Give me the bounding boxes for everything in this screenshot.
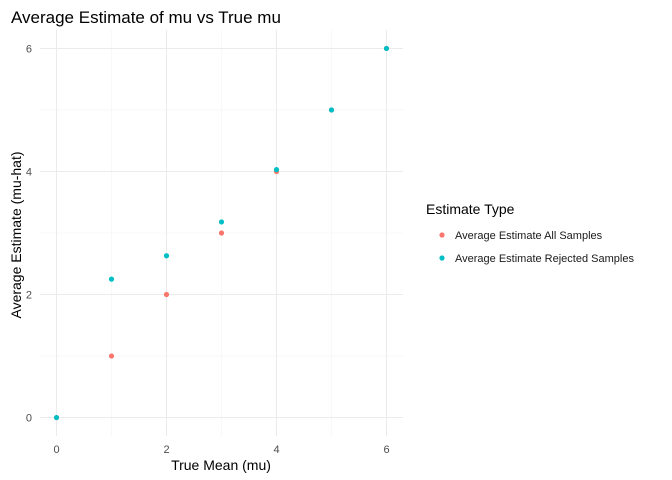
data-point-series-1 [163,291,170,298]
y-axis-title: Average Estimate (mu-hat) [8,151,24,318]
x-axis-title: True Mean (mu) [171,457,271,473]
x-tick-labels: 0 2 4 6 [53,444,389,456]
y-tick-labels: 0 2 4 6 [26,43,32,424]
legend: Estimate Type Average Estimate All Sampl… [426,201,634,265]
data-point-series-2 [53,414,60,421]
legend-label-series-1: Average Estimate All Samples [455,230,603,242]
data-point-series-2 [328,107,335,113]
data-point-series-2 [108,276,115,282]
x-tick-label: 6 [383,444,389,456]
y-tick-label: 6 [26,43,32,55]
legend-key-series-1 [439,232,445,238]
data-point-series-2 [273,167,280,173]
data-point-series-2 [383,45,390,52]
x-tick-label: 0 [53,444,59,456]
legend-title: Estimate Type [426,201,515,217]
legend-items: Average Estimate All Samples Average Esti… [439,230,634,265]
y-tick-label: 2 [26,290,32,302]
data-point-series-2 [218,219,225,225]
chart-title: Average Estimate of mu vs True mu [11,8,281,27]
legend-label-series-2: Average Estimate Rejected Samples [455,253,634,265]
data-point-series-1 [108,353,115,359]
grid-lines [40,30,403,436]
x-tick-label: 4 [273,444,279,456]
data-point-series-1 [218,230,225,236]
legend-key-series-2 [439,255,445,261]
y-tick-label: 0 [26,413,32,425]
x-tick-label: 2 [163,444,169,456]
data-points [53,45,390,421]
data-point-series-2 [163,253,170,259]
y-tick-label: 4 [26,166,32,178]
